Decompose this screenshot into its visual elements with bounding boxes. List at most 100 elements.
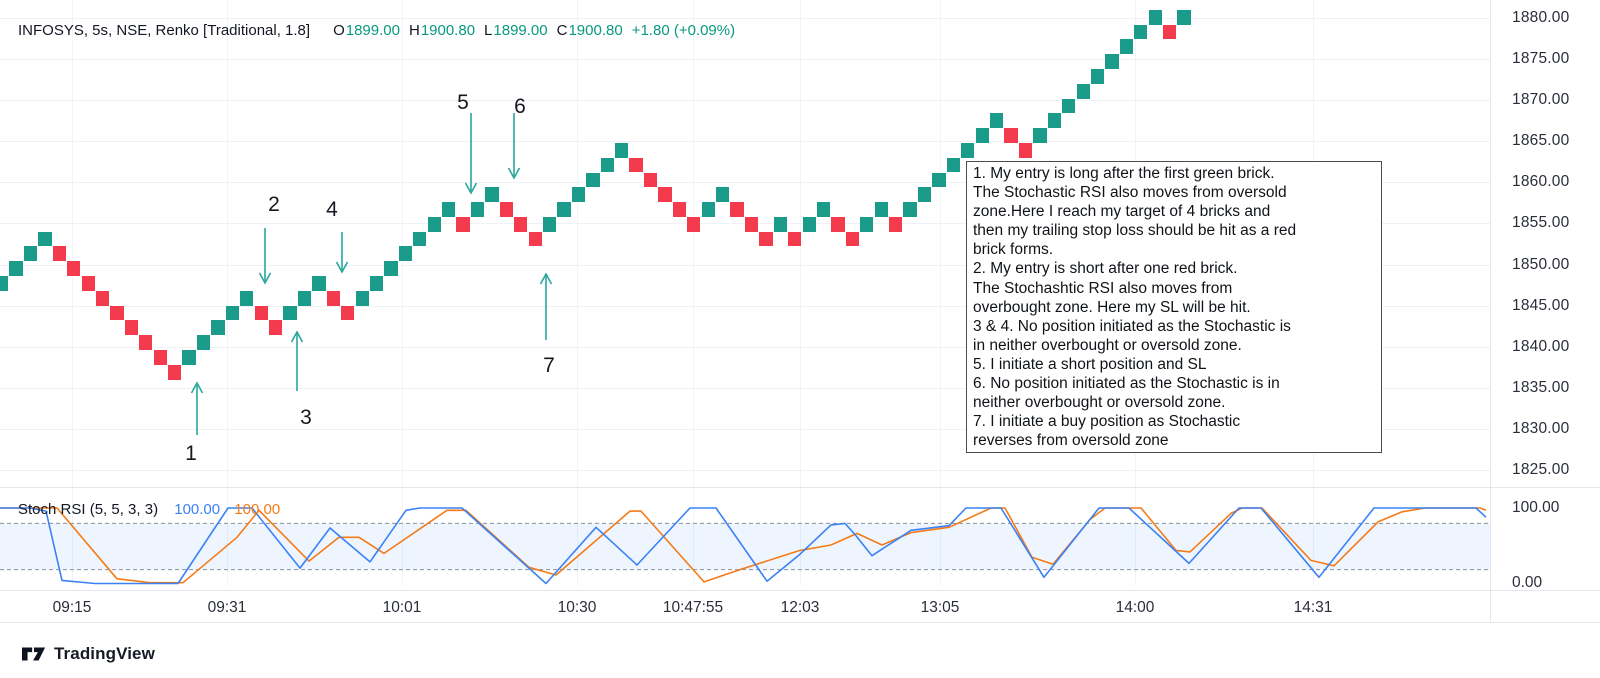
gridline — [0, 141, 1490, 143]
renko-brick-up — [586, 172, 600, 188]
notes-annotation[interactable]: 1. My entry is long after the first gree… — [966, 161, 1382, 454]
annotation-number[interactable]: 3 — [300, 406, 312, 429]
ohlc-value: 1899.00 — [493, 22, 548, 39]
price-axis-label: 1825.00 — [1512, 461, 1570, 478]
price-axis-label: 1830.00 — [1512, 419, 1570, 437]
symbol-legend[interactable]: INFOSYS, 5s, NSE, Renko [Traditional, 1.… — [18, 22, 735, 39]
annotation-arrow-head — [290, 330, 304, 343]
annotation-number[interactable]: 7 — [543, 354, 555, 377]
renko-brick-down — [744, 216, 759, 232]
gridline — [0, 59, 1490, 61]
price-axis-label: 1835.00 — [1512, 378, 1570, 396]
annotation-arrow-head — [335, 261, 349, 274]
ohlc-key: L — [484, 22, 493, 39]
symbol-title[interactable]: INFOSYS, 5s, NSE, Renko [Traditional, 1.… — [18, 22, 311, 39]
renko-brick-down — [629, 157, 643, 173]
gridline — [0, 428, 1490, 430]
renko-brick-down — [672, 202, 687, 217]
renko-brick-up — [427, 216, 441, 232]
price-axis-label: 1845.00 — [1512, 296, 1570, 314]
renko-brick-down — [95, 290, 110, 306]
price-axis-label: 1855.00 — [1512, 214, 1570, 232]
main-price-pane[interactable]: 1 2 3 4 5 6 7 1. My entry is long after the fi… — [0, 0, 1490, 487]
renko-brick-up — [23, 246, 38, 262]
renko-brick-down — [139, 335, 153, 350]
renko-brick-down — [658, 187, 672, 203]
annotation-number[interactable]: 2 — [268, 193, 280, 216]
widget-bottom-border — [0, 622, 1600, 623]
time-axis-label: 14:31 — [1293, 599, 1333, 616]
renko-brick-up — [398, 246, 413, 262]
stoch-rsi-pane[interactable]: Stoch RSI (5, 5, 3, 3) 100.00 100.00 — [0, 487, 1490, 590]
time-axis-label: 12:03 — [780, 599, 820, 616]
renko-brick-up — [860, 216, 874, 232]
stoch-rsi-label[interactable]: Stoch RSI (5, 5, 3, 3) — [18, 501, 159, 518]
gridline — [72, 0, 73, 585]
time-axis-label: 09:31 — [207, 599, 247, 616]
renko-brick-up — [903, 202, 917, 217]
time-axis-label: 10:01 — [382, 599, 422, 616]
stoch-d-value: 100.00 — [234, 501, 281, 518]
renko-brick-down — [528, 231, 542, 247]
gridline — [0, 182, 1490, 184]
renko-brick-up — [716, 187, 730, 203]
renko-brick-up — [989, 113, 1004, 129]
renko-brick-down — [124, 320, 139, 336]
stoch-rsi-legend[interactable]: Stoch RSI (5, 5, 3, 3) 100.00 100.00 — [18, 501, 280, 518]
annotation-arrow-head — [539, 272, 553, 285]
renko-brick-up — [196, 335, 211, 350]
gridline — [0, 470, 1490, 471]
renko-brick-down — [110, 305, 124, 321]
renko-brick-up — [225, 305, 240, 321]
renko-brick-down — [341, 305, 355, 321]
renko-brick-up — [1076, 83, 1090, 99]
renko-brick-up — [9, 261, 23, 277]
renko-brick-up — [413, 231, 427, 247]
renko-brick-up — [946, 157, 961, 173]
renko-brick-up — [932, 172, 946, 188]
ohlc-value: 1900.80 — [568, 22, 623, 39]
time-axis-label: 13:05 — [920, 599, 960, 616]
tradingview-logo-text: TradingView — [54, 644, 155, 663]
annotation-number[interactable]: 5 — [457, 91, 469, 114]
renko-brick-up — [0, 276, 9, 291]
renko-brick-up — [571, 187, 586, 203]
renko-brick-up — [1047, 113, 1061, 129]
renko-brick-up — [1090, 68, 1105, 84]
price-axis-border — [1490, 0, 1491, 622]
annotation-number[interactable]: 4 — [326, 198, 338, 221]
renko-brick-down — [67, 261, 81, 277]
annotation-number[interactable]: 6 — [514, 95, 526, 118]
gridline — [693, 0, 694, 585]
gridline — [227, 0, 228, 585]
renko-brick-up — [355, 290, 369, 306]
renko-brick-down — [730, 202, 744, 217]
ohlc-key: C — [556, 22, 568, 39]
tradingview-logo[interactable]: TradingView — [22, 644, 155, 664]
renko-brick-down — [1018, 142, 1033, 158]
stoch-k-line — [0, 507, 1487, 585]
annotation-arrow-head — [464, 182, 478, 195]
renko-brick-up — [485, 187, 499, 203]
renko-brick-up — [312, 276, 326, 291]
renko-brick-up — [701, 202, 715, 217]
renko-brick-up — [470, 202, 485, 217]
ohlc-values: O1899.00 H1900.80 L1899.00 C1900.80 — [324, 22, 623, 39]
renko-brick-down — [1163, 24, 1177, 40]
renko-brick-up — [240, 290, 254, 306]
price-axis[interactable]: 1880.00 1875.00 1870.00 1865.00 1860.00 1855.… — [1490, 0, 1600, 590]
renko-brick-up — [369, 276, 384, 291]
annotation-number[interactable]: 1 — [185, 442, 197, 465]
time-axis-label: 10:47:55 — [662, 599, 724, 616]
time-axis[interactable]: 09:15 09:31 10:01 10:30 10:47:55 12:03 13:05 14… — [0, 590, 1600, 622]
renko-brick-up — [182, 350, 196, 365]
renko-brick-up — [297, 290, 312, 306]
pane-separator[interactable] — [0, 487, 1600, 488]
gridline — [0, 18, 1490, 19]
time-axis-label: 10:30 — [557, 599, 597, 616]
renko-brick-up — [442, 202, 456, 217]
renko-brick-down — [845, 231, 860, 247]
stoch-k-value: 100.00 — [174, 501, 221, 518]
renko-brick-up — [211, 320, 225, 336]
price-axis-label: 1875.00 — [1512, 50, 1570, 68]
